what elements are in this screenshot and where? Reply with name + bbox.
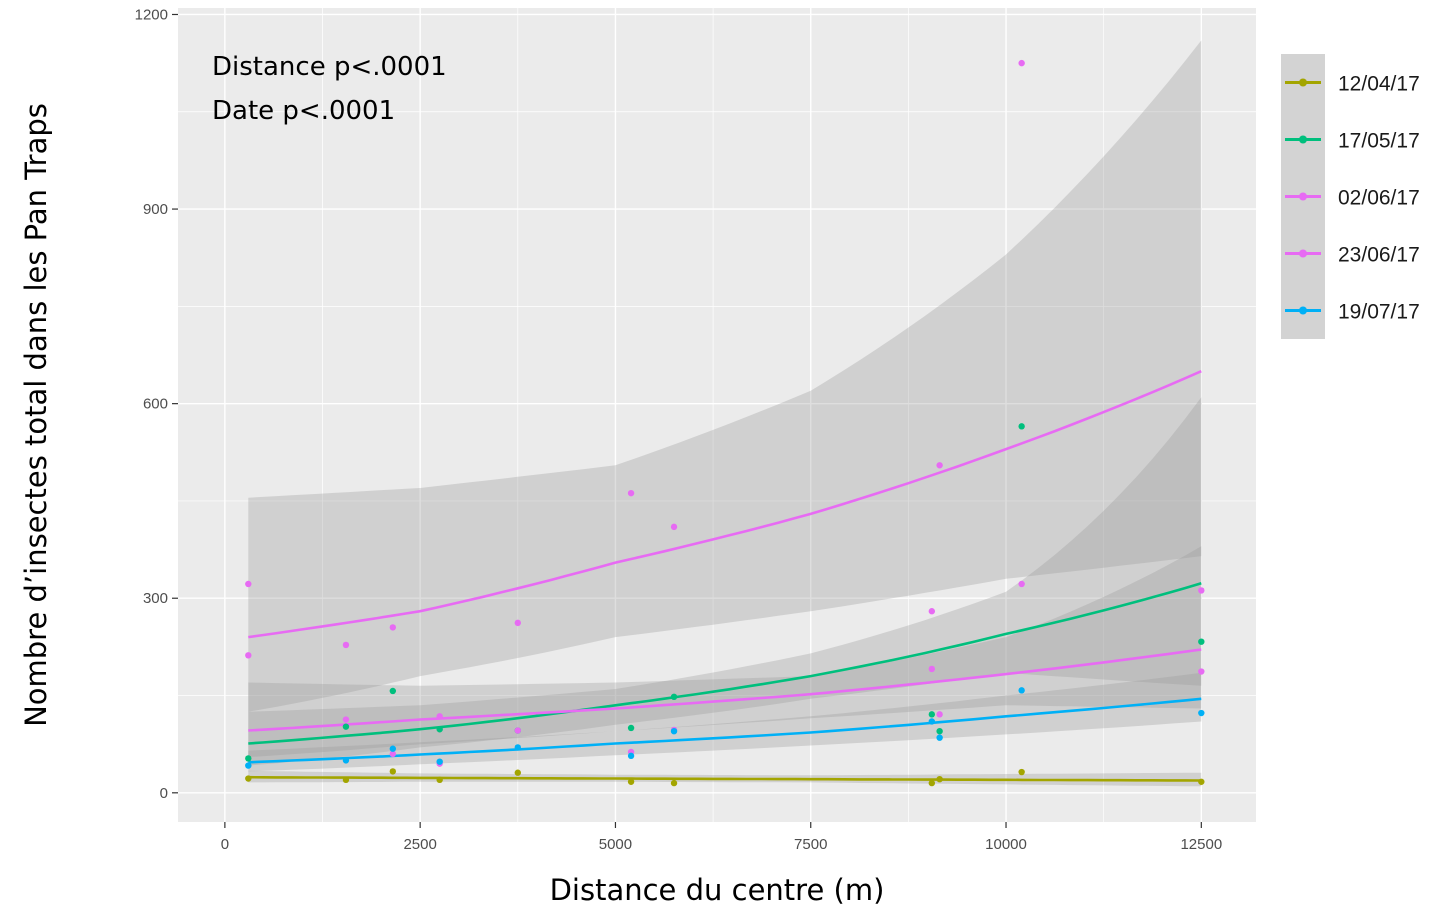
data-point-4 (670, 727, 678, 735)
data-point-3 (245, 580, 252, 588)
data-point-1 (670, 693, 678, 701)
data-point-4 (514, 744, 522, 751)
data-point-1 (245, 755, 252, 762)
data-point-4 (627, 752, 635, 760)
data-point-3 (670, 523, 678, 531)
data-point-0 (1198, 778, 1205, 785)
ci-band-3 (248, 40, 1202, 712)
x-tick-label: 0 (221, 836, 229, 853)
data-points (245, 59, 1205, 787)
legend: 12/04/17 17/05/17 02/06/17 23/06/17 19/07/17 (1281, 54, 1420, 339)
data-point-2 (936, 711, 943, 718)
ci-band-4 (248, 672, 1202, 772)
x-tick-label: 7500 (794, 836, 827, 853)
legend-label: 19/07/17 (1338, 301, 1420, 324)
data-point-3 (436, 713, 443, 720)
gridlines (178, 8, 1256, 822)
axes: 0 2500 5000 7500 10000 12500 0 300 600 900 1200 (135, 6, 1223, 853)
x-axis-title: Distance du centre (m) (550, 873, 885, 907)
data-point-0 (342, 776, 350, 784)
data-point-1 (936, 727, 943, 735)
fit-line-2 (248, 648, 1202, 732)
data-point-4 (1018, 687, 1025, 694)
y-tick-label: 600 (143, 396, 168, 413)
data-point-3 (389, 624, 397, 631)
annotation-date: Date p<.0001 (212, 96, 395, 126)
data-point-1 (627, 724, 635, 732)
legend-swatch-point (1299, 135, 1307, 144)
data-point-0 (928, 779, 936, 787)
y-axis-title: Nombre d’insectes total dans les Pan Tra… (19, 103, 53, 727)
y-tick-label: 1200 (135, 6, 168, 23)
data-point-0 (1018, 768, 1025, 776)
data-point-2 (928, 665, 936, 673)
data-point-3 (1018, 59, 1025, 67)
x-tick-label: 10000 (985, 836, 1027, 853)
data-point-1 (389, 687, 397, 695)
data-point-3 (936, 462, 943, 469)
x-tick-label: 2500 (403, 836, 436, 853)
data-point-1 (1198, 638, 1205, 645)
data-point-0 (245, 775, 252, 782)
data-point-3 (1198, 587, 1205, 594)
legend-label: 23/06/17 (1338, 244, 1420, 267)
x-tick-label: 5000 (599, 836, 632, 853)
data-point-2 (1018, 580, 1025, 588)
data-point-1 (436, 726, 443, 733)
data-point-0 (670, 779, 678, 787)
data-point-2 (245, 652, 252, 659)
data-point-0 (627, 778, 635, 785)
annotation-distance: Distance p<.0001 (212, 52, 447, 82)
data-point-1 (1018, 423, 1025, 430)
data-point-3 (514, 619, 522, 627)
data-point-2 (389, 750, 397, 758)
y-tick-label: 900 (143, 201, 168, 218)
data-point-4 (936, 734, 943, 741)
legend-swatch-point (1299, 306, 1307, 315)
data-point-4 (342, 757, 350, 764)
legend-swatch-point (1299, 192, 1307, 201)
fit-line-1 (248, 582, 1202, 745)
data-point-0 (436, 776, 443, 784)
y-tick-label: 0 (160, 785, 168, 802)
data-point-4 (1198, 709, 1205, 717)
data-point-2 (342, 716, 350, 723)
plot-panel (178, 8, 1256, 822)
data-point-1 (342, 723, 350, 730)
x-tick-label: 12500 (1180, 836, 1222, 853)
data-point-3 (627, 489, 635, 497)
data-point-2 (1198, 668, 1205, 675)
data-point-1 (928, 711, 936, 718)
data-point-0 (514, 769, 522, 776)
data-point-4 (928, 718, 936, 725)
legend-label: 02/06/17 (1338, 187, 1420, 210)
legend-label: 12/04/17 (1338, 73, 1420, 96)
legend-swatch-point (1299, 249, 1307, 258)
fit-line-3 (248, 370, 1202, 639)
y-tick-label: 300 (143, 590, 168, 607)
data-point-2 (514, 727, 522, 734)
ci-band-2 (248, 546, 1202, 758)
data-point-4 (436, 758, 443, 765)
fit-line-0 (248, 775, 1202, 782)
data-point-4 (245, 762, 252, 769)
ci-band-1 (248, 397, 1202, 766)
data-point-3 (342, 641, 350, 649)
legend-label: 17/05/17 (1338, 130, 1420, 153)
data-point-0 (389, 768, 397, 775)
legend-swatch-point (1299, 78, 1307, 87)
data-point-0 (936, 775, 943, 783)
data-point-3 (928, 608, 936, 615)
data-point-4 (389, 745, 397, 752)
